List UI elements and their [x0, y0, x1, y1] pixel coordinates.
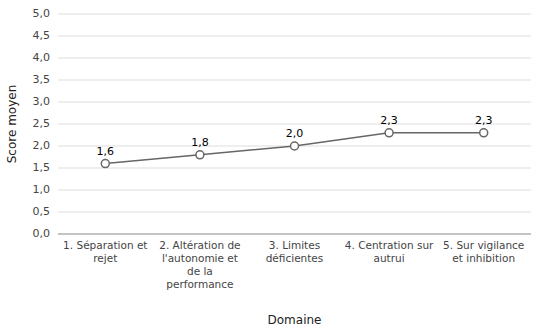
grid-line — [58, 102, 531, 103]
y-tick-label: 0,5 — [33, 205, 51, 218]
grid-line — [58, 124, 531, 125]
x-tick-label: 2. Altération del'autonomie etde laperfo… — [159, 239, 240, 290]
y-tick-label: 1,5 — [33, 161, 51, 174]
grid-line — [58, 58, 531, 59]
data-label: 2,0 — [286, 127, 304, 140]
x-axis-title: Domaine — [268, 313, 322, 327]
point — [101, 160, 109, 168]
y-tick-label: 3,0 — [33, 95, 51, 108]
y-tick-label: 1,0 — [33, 183, 51, 196]
point — [480, 129, 488, 137]
point — [196, 151, 204, 159]
y-tick-label: 5,0 — [33, 7, 51, 20]
x-tick-label: 5. Sur vigilanceet inhibition — [443, 239, 524, 264]
grid — [58, 14, 531, 234]
y-tick-label: 2,0 — [33, 139, 51, 152]
grid-line — [58, 36, 531, 37]
chart: 0,0 0,5 1,0 1,5 2,0 2,5 3,0 3,5 4,0 4,5 5,0 1. Sépa… — [0, 0, 545, 330]
grid-line — [58, 190, 531, 191]
y-tick-label: 2,5 — [33, 117, 51, 130]
data-label: 1,8 — [191, 136, 209, 149]
grid-line — [58, 14, 531, 15]
y-axis-title: Score moyen — [5, 85, 19, 164]
data-label: 2,3 — [475, 114, 493, 127]
data-label: 1,6 — [97, 145, 115, 158]
point — [385, 129, 393, 137]
x-tick-label: 4. Centration surautrui — [345, 239, 434, 264]
y-tick-label: 4,0 — [33, 51, 51, 64]
grid-line — [58, 212, 531, 213]
data-labels: 1,6 1,8 2,0 2,3 2,3 — [97, 114, 493, 158]
grid-line — [58, 234, 531, 235]
x-tick-label: 1. Séparation etrejet — [63, 239, 147, 264]
y-tick-label: 0,0 — [33, 227, 51, 240]
point — [291, 142, 299, 150]
x-tick-label: 3. Limitesdéficientes — [266, 239, 324, 264]
y-tick-labels: 0,0 0,5 1,0 1,5 2,0 2,5 3,0 3,5 4,0 4,5 5,0 — [33, 7, 51, 240]
x-axis-line — [58, 234, 531, 235]
y-tick-label: 3,5 — [33, 73, 51, 86]
data-label: 2,3 — [380, 114, 398, 127]
grid-line — [58, 168, 531, 169]
y-tick-label: 4,5 — [33, 29, 51, 42]
x-tick-labels: 1. Séparation etrejet 2. Altération del'a… — [63, 239, 524, 290]
grid-line — [58, 80, 531, 81]
